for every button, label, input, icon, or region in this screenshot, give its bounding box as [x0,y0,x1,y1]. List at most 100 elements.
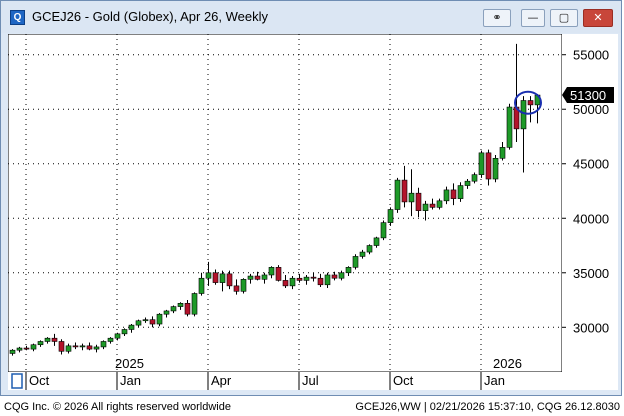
candle-body [72,345,79,348]
candle-body [156,313,163,325]
price-tick-label: 50000 [573,102,609,117]
candle-body [247,275,254,280]
candle-body [338,272,345,279]
year-label: 2025 [115,356,144,371]
candle-body [394,179,401,210]
candle-body [121,329,128,335]
link-icon[interactable]: ⚭ [483,9,511,27]
candle-body [128,324,135,330]
candle-body [149,319,156,325]
date-tick-label: Oct [29,373,50,388]
candle-body [177,303,184,307]
date-tick-label: Jan [120,373,141,388]
candle-body [51,337,58,342]
highlight-circle [514,90,542,115]
candle-body [37,341,44,346]
price-chart[interactable]: 2025 2026 [8,34,562,372]
candle-body [86,345,93,350]
close-button[interactable]: ✕ [583,9,613,27]
candle-body [317,277,324,286]
candle-body [345,267,352,274]
candle-body [93,346,100,350]
date-tick-label: Jul [302,373,319,388]
price-tick-label: 40000 [573,211,609,226]
candle-body [261,274,268,280]
candle-body [429,203,436,208]
price-tick-label: 35000 [573,266,609,281]
maximize-button[interactable]: ▢ [550,9,578,27]
candle-body [499,147,506,159]
status-bar: CQG Inc. © 2026 All rights reserved worl… [0,398,624,416]
candle-body [240,279,247,292]
candle-body [478,152,485,175]
date-tick-label: Apr [211,373,232,388]
last-price-label: 51300 [570,88,606,103]
candle-body [457,185,464,199]
candle-body [471,174,478,182]
candle-body [100,341,107,348]
candle-body [198,277,205,294]
candle-body [373,237,380,246]
window-title: GCEJ26 - Gold (Globex), Apr 26, Weekly [32,9,269,24]
candle-body [275,267,282,281]
last-price-box [562,87,614,104]
candle-body [415,192,422,211]
candle-body [408,192,415,203]
candle-body [163,310,170,315]
candle-body [30,344,37,350]
candle-body [331,274,338,279]
candle-body [205,272,212,279]
price-axis: 30000 35000 40000 45000 50000 55000 51300 [562,34,618,372]
candle-body [114,333,121,339]
date-tick-label: Oct [393,373,414,388]
price-tick-label: 30000 [573,320,609,335]
candle-body [254,275,261,280]
candle-body [387,209,394,223]
candle-body [219,273,226,283]
candle-body [296,277,303,281]
title-bar[interactable]: Q GCEJ26 - Gold (Globex), Apr 26, Weekly… [1,1,621,33]
candle-body [282,280,289,287]
candle-body [303,276,310,281]
candle-body [506,106,513,148]
candle-body [380,222,387,239]
candle-body [79,345,86,348]
candle-body [170,306,177,312]
instrument-info: GCEJ26,WW | 02/21/2026 15:37:10, CQG 26.… [355,401,620,413]
price-tick-label: 55000 [573,48,609,63]
scroll-handle [11,373,23,389]
candle-body [107,337,114,342]
plot-area [8,34,562,372]
candle-body [23,347,30,350]
candle-body [436,200,443,208]
minimize-button[interactable]: — [521,9,545,27]
candle-body [520,100,527,130]
candle-body [135,320,142,326]
candle-body [58,341,65,352]
candle-body [359,251,366,257]
candle-body [324,274,331,286]
candle-body [191,293,198,315]
candle-body [226,273,233,287]
date-axis-bg [8,372,618,390]
candle-body [212,272,219,283]
candle-body [352,256,359,268]
date-axis: Oct Jan Apr Jul Oct Jan [8,372,618,390]
candle-body [310,276,317,279]
copyright-text: CQG Inc. © 2026 All rights reserved worl… [4,401,231,413]
app-icon: Q [10,10,25,25]
candle-body [65,345,72,352]
candle-body [422,203,429,211]
candle-body [464,180,471,186]
candle-body [289,277,296,287]
candle-body [492,157,499,180]
candle-body [443,189,450,202]
year-label: 2026 [493,356,522,371]
candle-body [485,152,492,180]
candle-body [16,347,23,351]
candle-body [527,100,534,106]
candle-body [142,319,149,322]
candle-body [184,303,191,315]
date-tick-label: Jan [484,373,505,388]
candle-body [366,245,373,253]
